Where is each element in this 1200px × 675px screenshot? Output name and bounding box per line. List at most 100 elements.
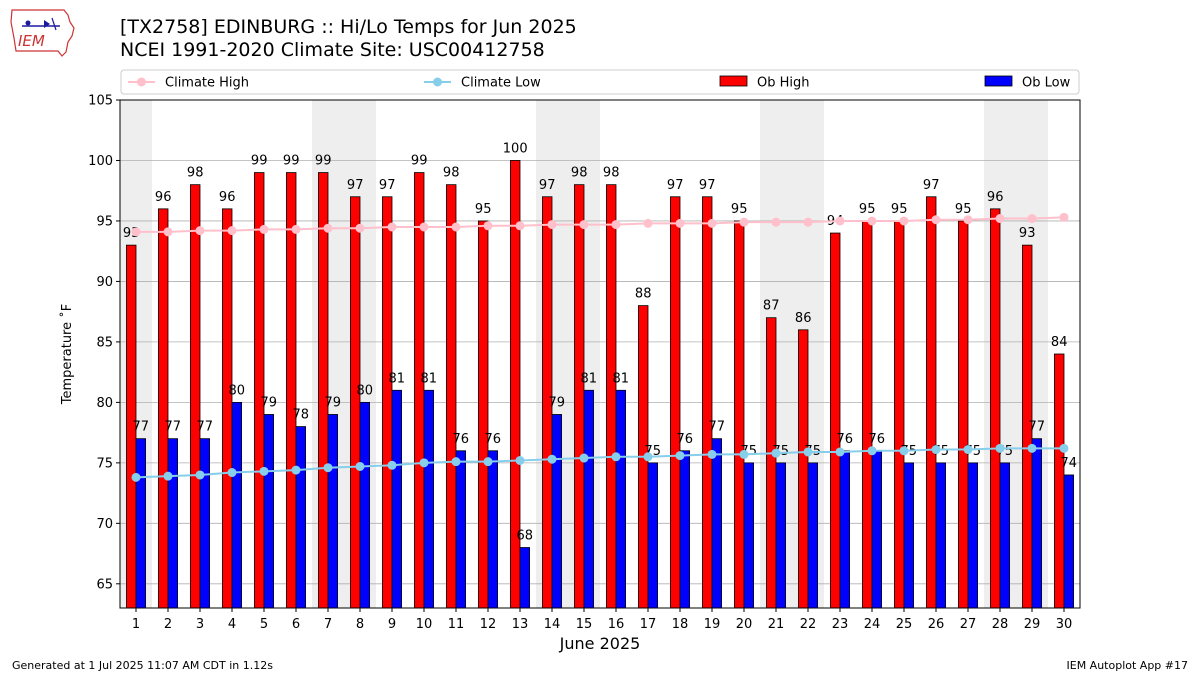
bar-ob-low: [583, 389, 595, 609]
x-tick-label: 24: [864, 617, 881, 632]
x-tick-label: 19: [704, 617, 721, 632]
legend-label-climate-low: Climate Low: [461, 76, 541, 91]
y-tick-label: 70: [96, 517, 113, 532]
point-climate-high: [803, 217, 813, 227]
bar-ob-high: [670, 196, 681, 609]
bar-ob-low: [1063, 474, 1075, 609]
plot-frame: [119, 99, 1081, 609]
y-axis-label: Temperature ˚F: [59, 304, 75, 405]
point-climate-high: [163, 227, 173, 237]
point-climate-low: [483, 457, 493, 467]
data-label-ob-high: 97: [379, 178, 396, 193]
legend-marker-climate-high: [137, 77, 146, 87]
legend-marker-climate-low: [433, 77, 442, 87]
data-label-ob-low: 77: [165, 420, 182, 435]
point-climate-high: [739, 217, 749, 227]
x-tick-label: 1: [132, 617, 140, 632]
bar-ob-low: [679, 450, 691, 609]
y-tick-label: 85: [96, 335, 113, 350]
data-label-ob-low: 80: [229, 383, 246, 398]
data-label-ob-low: 79: [549, 395, 566, 410]
point-climate-low: [355, 461, 365, 471]
data-label-ob-high: 97: [667, 178, 684, 193]
logo-text: IEM: [18, 32, 45, 50]
bar-ob-low: [551, 414, 563, 609]
data-label-ob-high: 99: [315, 154, 332, 169]
x-tick-label: 7: [324, 617, 332, 632]
point-climate-high: [419, 222, 429, 232]
x-tick-label: 20: [736, 617, 753, 632]
data-label-ob-high: 99: [251, 154, 268, 169]
x-tick-label: 18: [672, 617, 689, 632]
legend-label-ob-low: Ob Low: [1022, 76, 1071, 91]
data-label-ob-low: 77: [133, 420, 150, 435]
bar-ob-low: [327, 414, 339, 609]
data-label-ob-low: 76: [485, 432, 502, 447]
point-climate-high: [995, 214, 1005, 224]
data-label-ob-high: 99: [411, 154, 428, 169]
x-tick-label: 2: [164, 617, 172, 632]
bar-ob-high: [157, 208, 169, 609]
data-label-ob-high: 86: [795, 311, 812, 326]
point-climate-high: [611, 220, 621, 230]
bar-ob-high: [381, 196, 393, 609]
x-tick-label: 28: [992, 617, 1009, 632]
point-climate-low: [195, 470, 205, 480]
x-tick-label: 27: [960, 617, 977, 632]
bar-ob-high: [734, 220, 745, 609]
bar-ob-low: [487, 450, 499, 609]
point-climate-low: [611, 452, 621, 462]
x-tick-label: 30: [1056, 617, 1073, 632]
point-climate-high: [579, 220, 589, 230]
bar-ob-high: [958, 220, 969, 609]
legend-box: [120, 69, 1080, 95]
data-label-ob-low: 76: [677, 432, 694, 447]
bar-ob-high: [189, 184, 201, 609]
data-label-ob-high: 97: [539, 178, 556, 193]
bar-ob-high: [702, 196, 713, 609]
bar-ob-high: [926, 196, 937, 609]
point-climate-low: [579, 453, 589, 463]
data-label-ob-low: 81: [389, 371, 406, 386]
bar-ob-low: [935, 462, 947, 609]
data-label-ob-high: 98: [603, 166, 620, 181]
bar-ob-low: [455, 450, 467, 609]
bar-ob-high: [285, 172, 297, 609]
bar-ob-high: [413, 172, 425, 609]
x-tick-label: 29: [1024, 617, 1041, 632]
point-climate-low: [387, 460, 397, 470]
x-tick-label: 11: [448, 617, 465, 632]
bar-ob-high: [766, 317, 777, 609]
line-climate-low: [135, 447, 1064, 479]
bar-ob-low: [1031, 438, 1043, 609]
point-climate-low: [771, 448, 781, 458]
x-tick-label: 4: [228, 617, 236, 632]
point-climate-high: [291, 224, 301, 234]
data-label-ob-high: 84: [1051, 335, 1068, 350]
data-label-ob-high: 100: [503, 141, 528, 156]
point-climate-low: [163, 471, 173, 481]
bar-ob-low: [871, 450, 883, 609]
x-tick-label: 8: [356, 617, 364, 632]
data-label-ob-high: 98: [443, 166, 460, 181]
bar-ob-high: [221, 208, 233, 609]
bar-ob-low: [263, 414, 275, 609]
point-climate-high: [451, 222, 461, 232]
y-tick-label: 100: [88, 154, 113, 169]
point-climate-low: [419, 458, 429, 468]
point-climate-low: [451, 457, 461, 467]
y-tick-label: 90: [96, 275, 113, 290]
point-climate-low: [227, 468, 237, 478]
bar-ob-low: [199, 438, 211, 609]
data-label-ob-high: 96: [219, 190, 236, 205]
bar-ob-high: [349, 196, 361, 609]
point-climate-high: [515, 221, 525, 231]
data-label-ob-high: 88: [635, 287, 652, 302]
bar-ob-low: [775, 462, 787, 609]
x-tick-label: 9: [388, 617, 396, 632]
point-climate-low: [899, 446, 909, 456]
data-label-ob-low: 74: [1061, 456, 1078, 471]
data-label-ob-high: 97: [699, 178, 716, 193]
bar-ob-low: [711, 438, 723, 609]
